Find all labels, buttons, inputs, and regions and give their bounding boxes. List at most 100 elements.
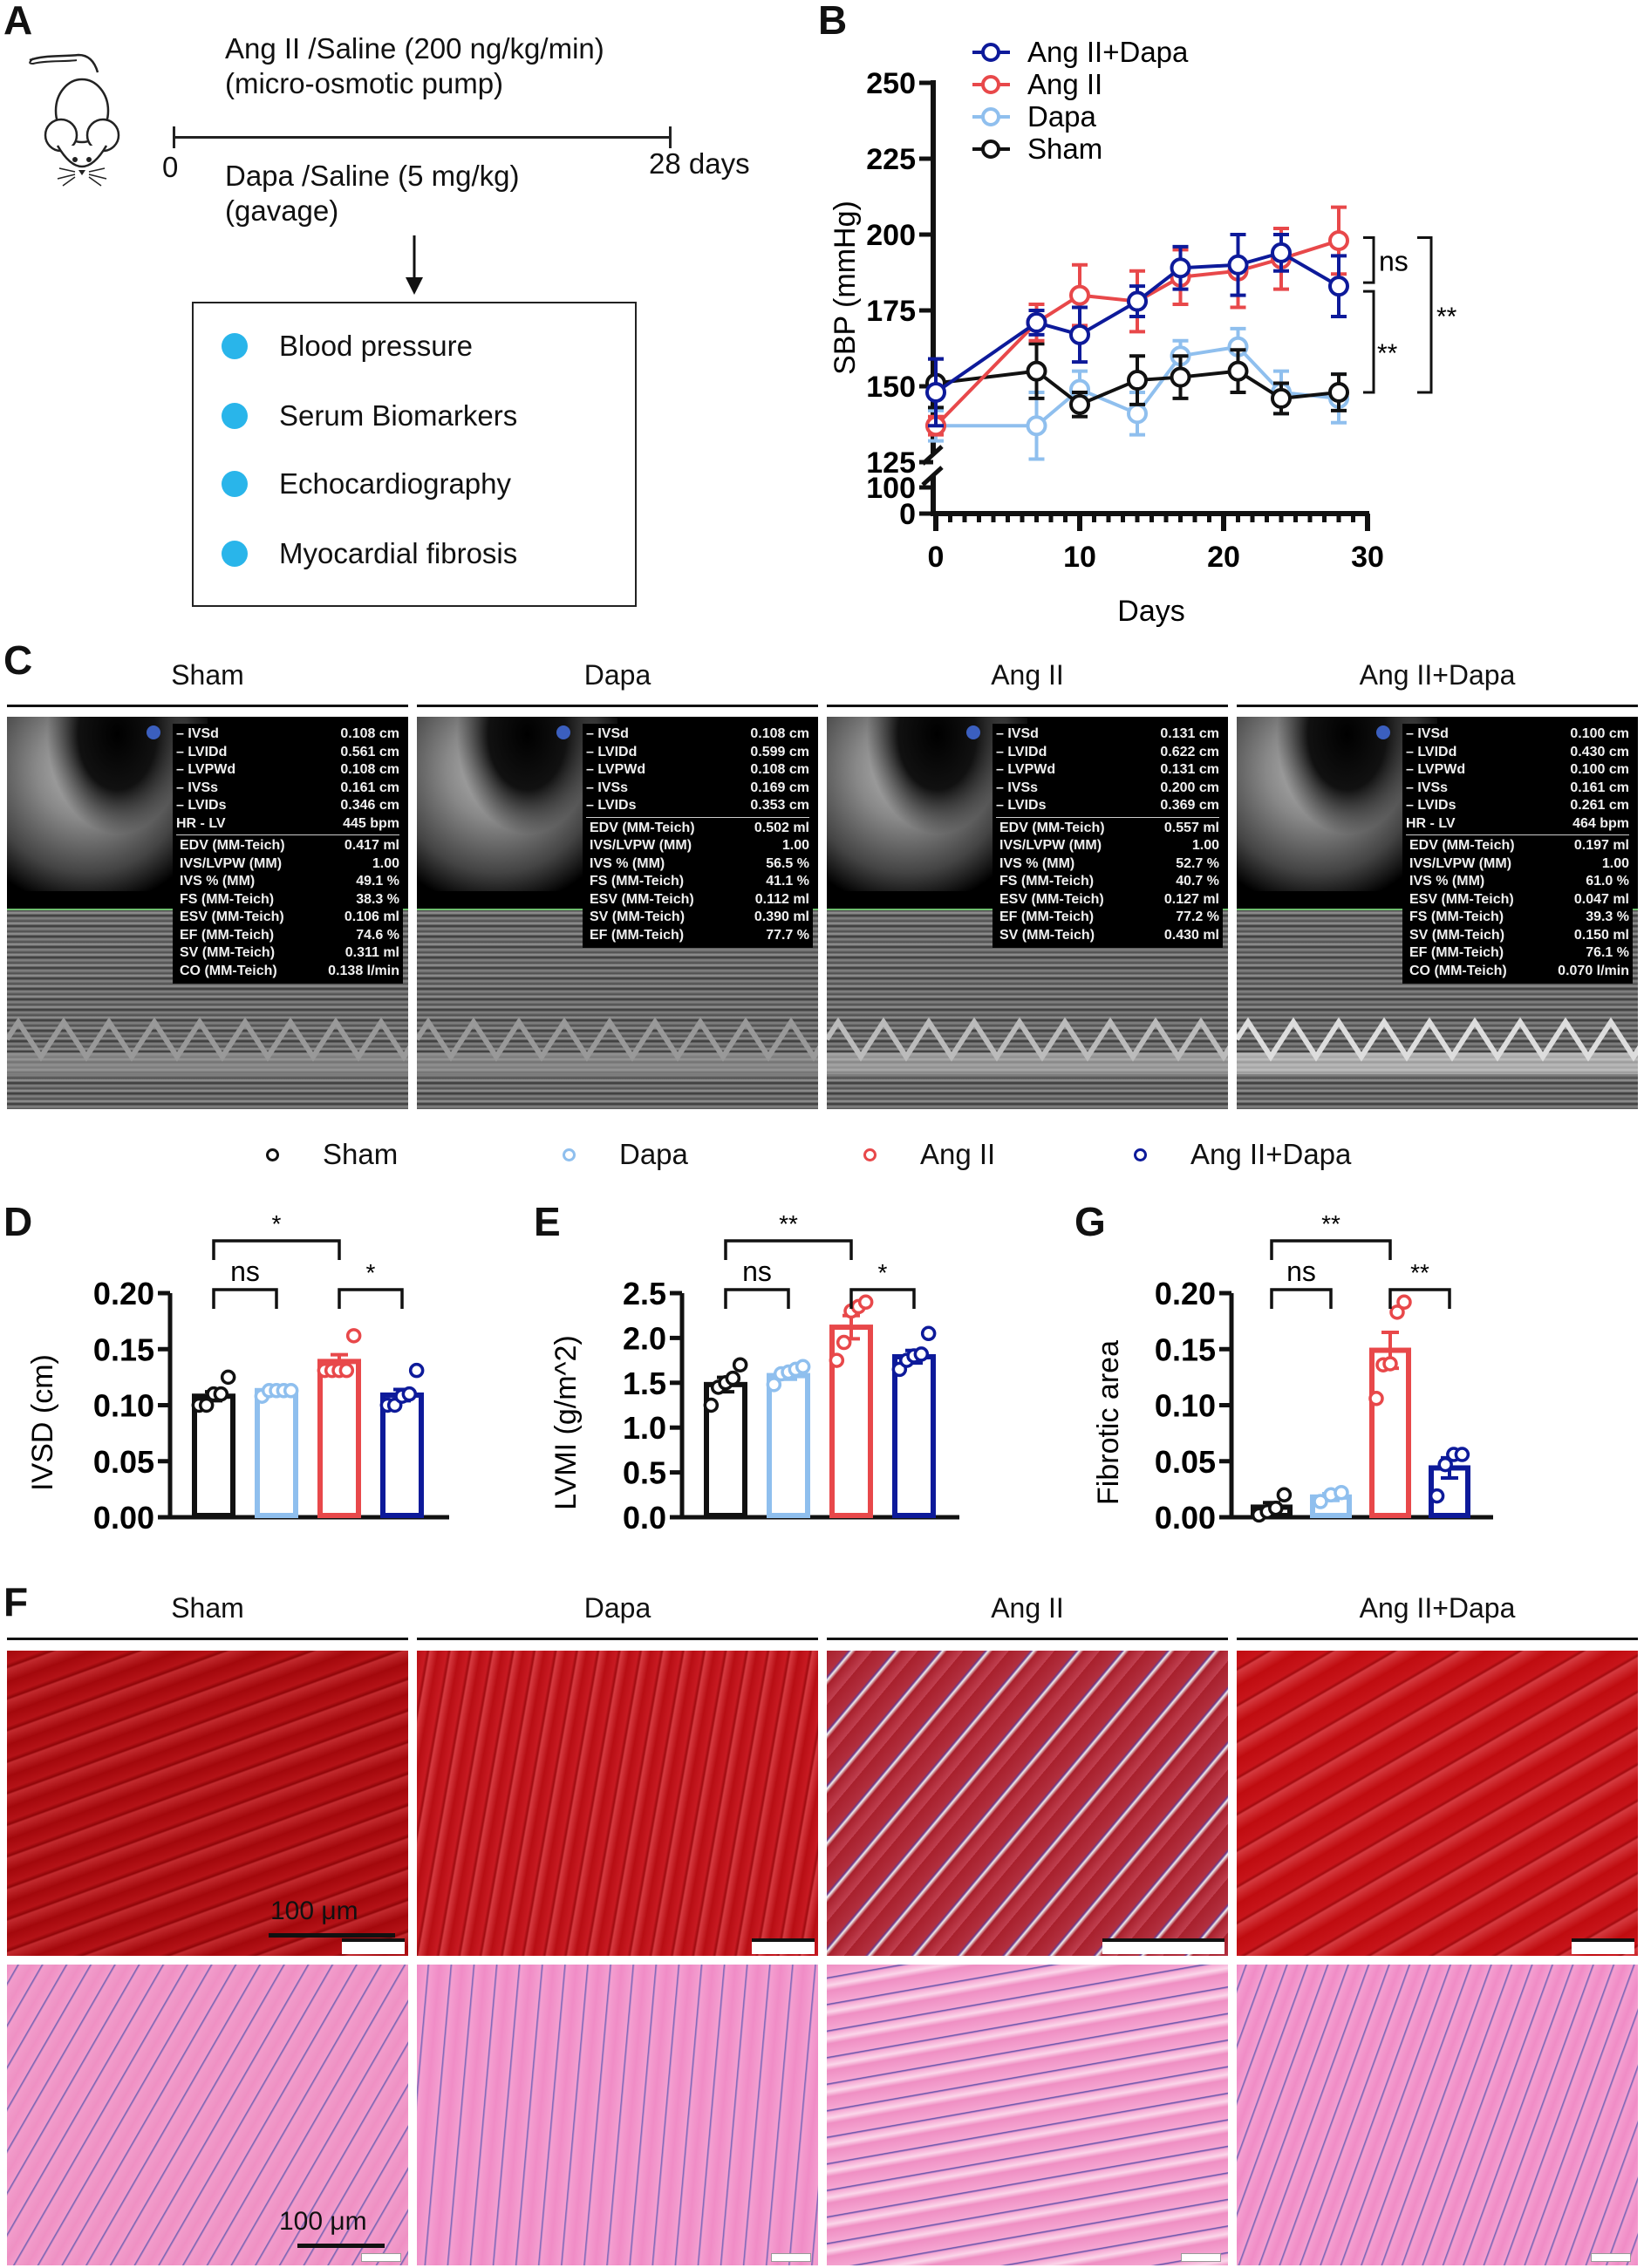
legend-marker-icon xyxy=(1134,1148,1147,1161)
measurement-row: ESV (MM-Teich) 0.127 ml xyxy=(996,891,1219,909)
measurement-label: – LVIDs xyxy=(996,798,1047,813)
measurement-row: EDV (MM-Teich) 0.502 ml xyxy=(586,820,809,838)
measurement-value: 39.3 % xyxy=(1586,909,1629,924)
sig-bracket xyxy=(212,1239,341,1260)
measurement-label: EF (MM-Teich) xyxy=(999,909,1095,924)
bar-group-ang-ii xyxy=(317,1328,362,1518)
measurement-value: 76.1 % xyxy=(1586,945,1629,960)
mmode-wave-path xyxy=(827,1017,1228,1062)
sig-bracket xyxy=(1363,289,1375,394)
measurement-label: EDV (MM-Teich) xyxy=(180,838,285,853)
data-point xyxy=(408,1362,425,1379)
measurement-row: – LVIDd 0.622 cm xyxy=(996,744,1219,762)
measurement-row: HR - LV 464 bpm xyxy=(1406,815,1629,834)
panel-letter-e: E xyxy=(534,1199,561,1244)
measurement-value: 0.502 ml xyxy=(754,820,809,835)
data-point xyxy=(1227,254,1249,276)
measurement-label: – LVIDs xyxy=(1406,798,1456,813)
measurement-row: – LVIDd 0.430 cm xyxy=(1406,744,1629,762)
bar-group-sham xyxy=(703,1357,748,1518)
outcome-label: Blood pressure xyxy=(279,330,473,362)
echo-image: – IVSd 0.131 cm – LVIDd 0.622 cm – LVPWd 0.13… xyxy=(827,717,1228,1109)
measurement-label: FS (MM-Teich) xyxy=(180,891,275,907)
x-tick-label: 30 xyxy=(1351,541,1384,574)
measurement-row: – IVSd 0.108 cm xyxy=(586,725,809,744)
group-divider xyxy=(417,705,818,707)
measurement-label: – IVSs xyxy=(176,780,219,795)
measurement-table: – IVSd 0.108 cm – LVIDd 0.561 cm – LVPWd 0.10… xyxy=(173,724,403,984)
histology-group-title: Dapa xyxy=(583,1592,651,1624)
arrow-down-icon xyxy=(406,235,423,295)
measurement-row: HR - LV 445 bpm xyxy=(176,815,399,834)
measurement-value: 0.430 ml xyxy=(1163,927,1219,943)
measurement-value: 77.7 % xyxy=(766,927,809,943)
axis-break-mark xyxy=(921,466,944,487)
y-tick-label: 0.15 xyxy=(93,1332,154,1367)
legend-label: Dapa xyxy=(1027,100,1097,133)
measurement-row: EDV (MM-Teich) 0.557 ml xyxy=(996,820,1219,838)
he-stain-image xyxy=(827,1965,1228,2265)
group-divider xyxy=(827,705,1228,707)
measurement-value: 1.00 xyxy=(1601,855,1629,871)
measurement-label: – LVIDd xyxy=(1406,744,1457,759)
sig-label: ns xyxy=(1379,245,1409,276)
x-tick-label: 20 xyxy=(1207,541,1240,574)
outcome-label: Echocardiography xyxy=(279,467,511,500)
bar-group-sham xyxy=(1251,1487,1293,1523)
embedded-scale-bar xyxy=(342,1938,405,1954)
measurement-row: – LVIDs 0.346 cm xyxy=(176,797,399,815)
embedded-scale-bar xyxy=(361,2253,401,2262)
legend-marker xyxy=(981,107,1000,126)
data-point xyxy=(1368,1391,1384,1406)
measurement-label: ESV (MM-Teich) xyxy=(180,909,284,924)
measurement-label: – IVSd xyxy=(586,726,629,741)
data-point xyxy=(836,1334,852,1351)
bar-group-ang-ii-dapa xyxy=(1429,1447,1470,1518)
measurement-row: – LVIDs 0.261 cm xyxy=(1406,797,1629,815)
measurement-value: 0.557 ml xyxy=(1163,820,1219,835)
y-tick-label: 200 xyxy=(866,219,916,252)
data-point xyxy=(338,1362,355,1379)
measurement-label: FS (MM-Teich) xyxy=(999,874,1095,889)
measurement-divider xyxy=(1406,834,1629,835)
y-tick-label: 250 xyxy=(866,67,916,100)
embedded-scale-bar xyxy=(752,1938,815,1954)
measurement-row: IVS/LVPW (MM) 1.00 xyxy=(586,837,809,855)
measurement-value: 0.131 cm xyxy=(1160,762,1219,777)
measurement-row: FS (MM-Teich) 40.7 % xyxy=(996,873,1219,891)
data-point xyxy=(1328,276,1349,297)
measurement-row: ESV (MM-Teich) 0.112 ml xyxy=(586,891,809,909)
data-point xyxy=(703,1397,720,1413)
sig-bracket xyxy=(1270,1239,1392,1260)
he-stain-image xyxy=(1237,1965,1638,2265)
measurement-value: 0.197 ml xyxy=(1573,838,1629,853)
legend-marker-icon xyxy=(863,1148,877,1161)
measurement-value: 0.070 l/min xyxy=(1558,963,1629,978)
measurement-table: – IVSd 0.108 cm – LVIDd 0.599 cm – LVPWd 0.10… xyxy=(583,724,813,948)
measurement-label: FS (MM-Teich) xyxy=(590,874,685,889)
measurement-label: FS (MM-Teich) xyxy=(1409,909,1504,924)
y-tick-label: 0.10 xyxy=(1155,1388,1216,1424)
measurement-row: IVS/LVPW (MM) 1.00 xyxy=(1406,855,1629,874)
bar-group-dapa xyxy=(1310,1484,1352,1518)
measurement-label: HR - LV xyxy=(176,815,226,831)
masson-trichrome-image xyxy=(1237,1651,1638,1956)
measurement-row: FS (MM-Teich) 39.3 % xyxy=(1406,909,1629,927)
y-tick-label: 0.20 xyxy=(93,1276,154,1311)
measurement-table: – IVSd 0.131 cm – LVIDd 0.622 cm – LVPWd 0.13… xyxy=(993,724,1223,948)
data-point xyxy=(1328,381,1349,403)
sig-label: * xyxy=(272,1210,282,1237)
histology-group-title: Sham xyxy=(171,1592,244,1624)
data-point xyxy=(1334,1484,1349,1501)
sig-bracket xyxy=(212,1288,278,1309)
legend-item: Ang II xyxy=(863,1138,995,1171)
measurement-label: – LVPWd xyxy=(1406,762,1466,777)
x-tick-label: 0 xyxy=(928,541,945,574)
data-point xyxy=(1437,1456,1453,1473)
measurement-value: 0.138 l/min xyxy=(328,963,399,978)
data-point xyxy=(401,1386,418,1402)
mmode-wave-path xyxy=(1237,1017,1638,1062)
data-point xyxy=(220,1369,236,1386)
sig-bracket xyxy=(724,1239,853,1260)
